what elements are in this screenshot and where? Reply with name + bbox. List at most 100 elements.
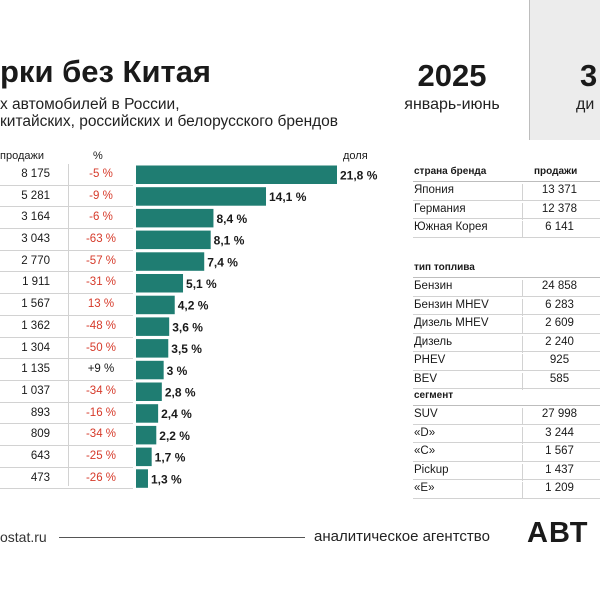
fuel-value: 925 [522,354,596,371]
page-title: рки без Китая [0,54,212,89]
segment-value: 1 437 [522,463,596,481]
share-bar [136,425,157,445]
sales-row: 893 -16 % [0,403,133,425]
segment-value: 3 244 [522,426,596,444]
fuel-name: Дизель MHEV [414,317,489,329]
segment-value: 27 998 [522,408,596,425]
sales-value: 809 [30,428,50,441]
share-label: 1,3 % [151,472,182,486]
share-label: 2,4 % [161,407,192,421]
segment-table: сегмент SUV 27 998 «D» 3 244 «C» 1 567 Pickup 1… [413,386,600,499]
fuel-value: 585 [522,372,596,390]
country-row: Южная Корея 6 141 [413,219,600,238]
country-row: Германия 12 378 [413,201,600,220]
subtitle-line-1: х автомобилей в России, [0,96,180,113]
sales-row: 1 037 -34 % [0,381,133,403]
segment-row: Pickup 1 437 [413,462,600,481]
fuel-value: 2 609 [522,317,596,334]
change-value: -26 % [85,471,117,484]
segment-row: «D» 3 244 [413,425,600,444]
subtitle-line-2: китайских, российских и белорусского бре… [0,113,339,130]
change-value: 13 % [87,298,115,311]
fuel-row: Дизель 2 240 [413,334,600,353]
fuel-name: PHEV [414,354,446,366]
sales-value: 2 770 [21,254,50,267]
right-header-panel [530,0,600,140]
sales-row: 1 304 -50 % [0,338,133,360]
sales-value: 1 911 [22,276,50,289]
sales-value: 3 164 [21,211,50,224]
share-label: 7,4 % [207,255,238,269]
sales-row: 809 -34 % [0,424,133,446]
share-bar [136,360,164,380]
column-header-sales: продажи [0,150,44,162]
sales-value: 3 043 [21,233,50,246]
change-value: -16 % [85,406,117,419]
sales-value: 8 175 [21,168,50,180]
fuel-header-label: тип топлива [414,262,475,273]
share-bar [136,187,267,206]
footer-website[interactable]: ostat.ru [0,529,47,545]
sales-value: 1 362 [21,319,50,332]
sales-row: 8 175 -5 % [0,164,133,186]
sales-row: 473 -26 % [0,468,133,490]
segment-header-label: сегмент [414,390,454,401]
sales-value: 893 [30,406,50,419]
share-bar [136,339,169,358]
fuel-row: Бензин 24 858 [413,278,600,297]
sales-row: 1 911 -31 % [0,272,133,295]
fuel-name: Дизель [414,335,453,348]
country-name: Германия [414,202,466,215]
country-value: 13 371 [522,184,596,201]
segment-row: SUV 27 998 [413,406,600,425]
change-value: -48 % [85,319,117,332]
share-label: 14,1 % [269,190,307,204]
share-bar-chart: 21,8 % 14,1 % 8,4 % 8,1 % 7,4 % 5,1 % 4,2 % 3,6… [136,165,378,488]
year-label: 2025 [417,58,487,93]
share-label: 21,8 % [340,169,378,183]
share-label: 5,1 % [186,277,217,291]
change-value: -34 % [85,428,117,441]
segment-value: 1 567 [522,445,596,462]
sales-row: 1 362 -48 % [0,316,133,338]
change-value: -57 % [85,254,117,267]
share-label: 1,7 % [155,451,186,465]
footer-line [59,537,305,538]
sales-value: 1 135 [21,363,50,376]
share-bar [136,317,170,336]
fuel-row: Бензин MHEV 6 283 [413,297,600,316]
share-bar [136,274,184,293]
share-label: 8,1 % [214,234,245,248]
share-bar [136,295,175,315]
fuel-table-header: тип топлива [413,258,600,278]
country-name: Япония [414,184,454,196]
fuel-row: BEV 585 [413,371,600,390]
column-header-share: доля [343,150,368,162]
share-bar [136,382,162,401]
column-header-pct: % [93,150,103,162]
country-name: Южная Корея [414,221,488,233]
fuel-name: Бензин [414,280,453,292]
sales-row: 1 567 13 % [0,294,133,316]
segment-table-header: сегмент [413,386,600,406]
sales-value: 643 [30,449,50,462]
share-label: 2,2 % [159,429,190,443]
fuel-row: PHEV 925 [413,352,600,371]
footer-agency-text: аналитическое агентство [314,528,490,545]
share-label: 3,5 % [171,342,202,356]
sales-value: 1 304 [21,341,50,354]
sales-row: 2 770 -57 % [0,251,133,273]
change-value: -50 % [85,341,117,354]
fuel-value: 2 240 [522,335,596,353]
segment-row: «E» 1 209 [413,480,600,499]
share-bar [136,469,148,488]
share-label: 3,6 % [172,320,203,334]
change-value: -25 % [85,449,117,462]
segment-name: Pickup [414,463,449,476]
share-bar [136,230,211,250]
change-value: -6 % [89,211,113,224]
segment-value: 1 209 [522,482,596,499]
fuel-value: 24 858 [522,280,596,297]
country-value: 6 141 [522,221,596,238]
change-value: +9 % [87,363,115,376]
